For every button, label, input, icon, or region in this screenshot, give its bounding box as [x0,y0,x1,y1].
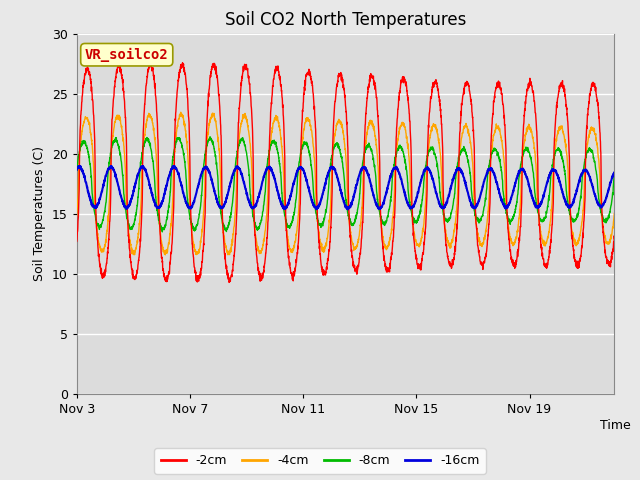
Text: VR_soilco2: VR_soilco2 [85,48,168,62]
Y-axis label: Soil Temperatures (C): Soil Temperatures (C) [33,146,46,281]
X-axis label: Time: Time [600,419,630,432]
Title: Soil CO2 North Temperatures: Soil CO2 North Temperatures [225,11,467,29]
Legend: -2cm, -4cm, -8cm, -16cm: -2cm, -4cm, -8cm, -16cm [154,448,486,474]
